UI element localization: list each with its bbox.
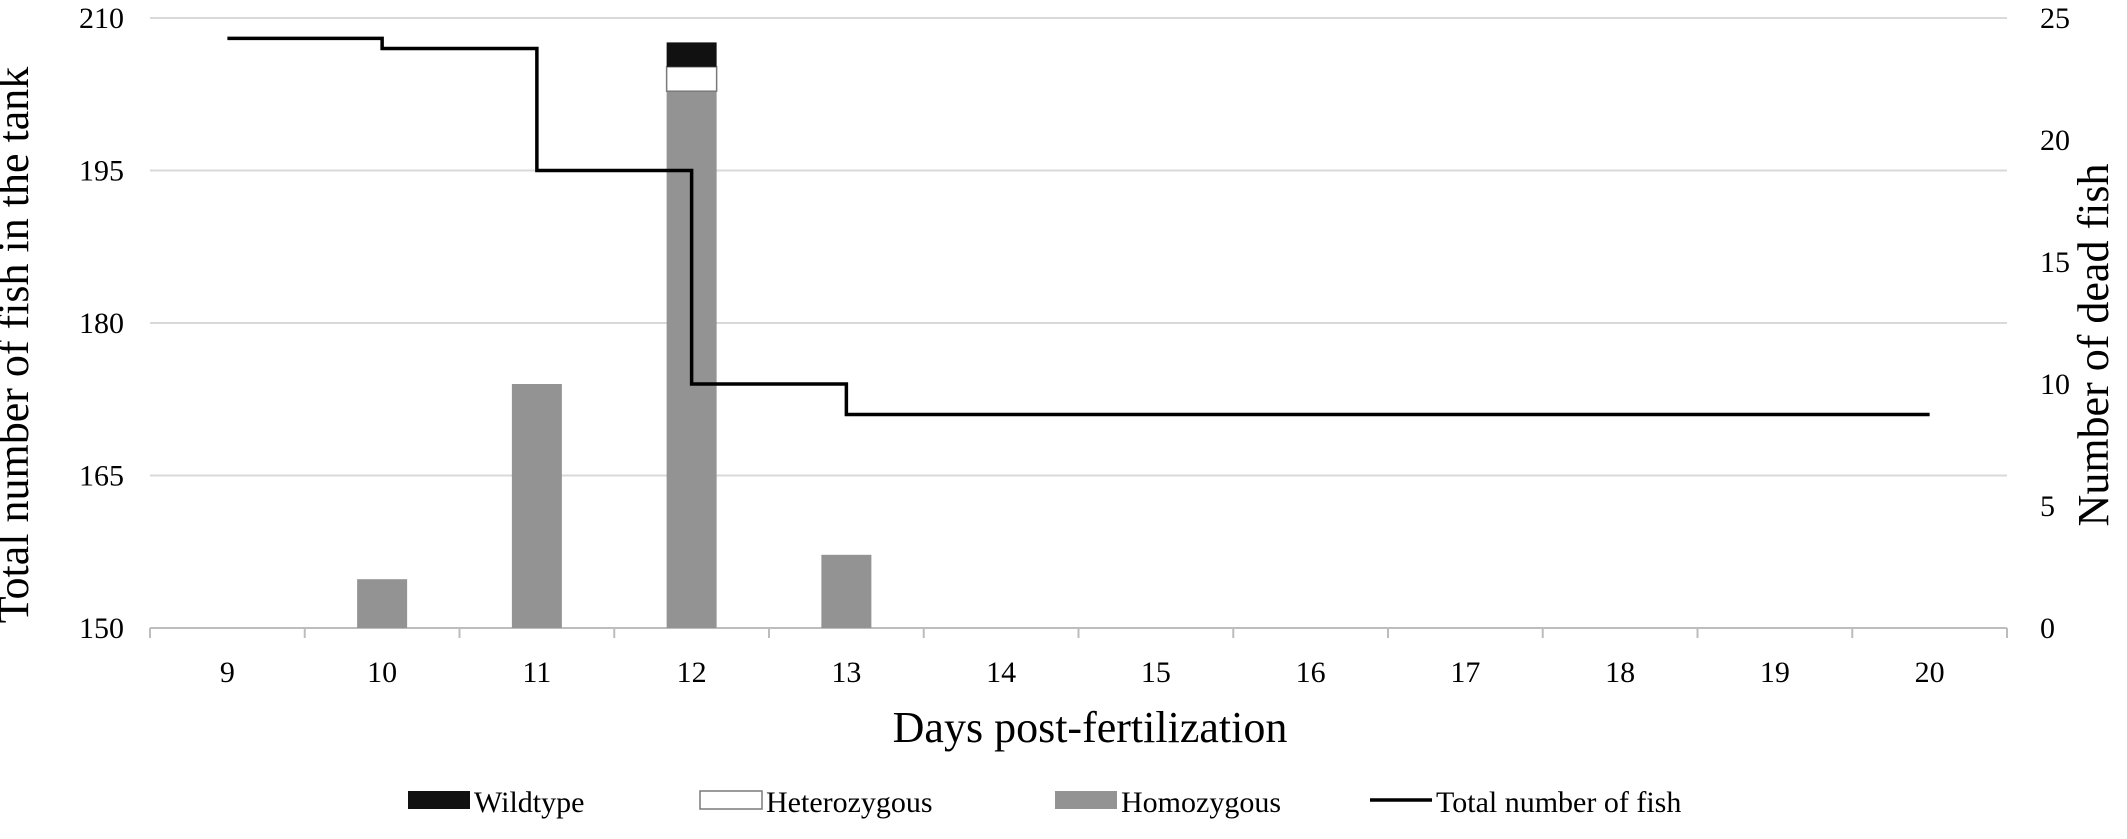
x-tick-label: 10 bbox=[367, 656, 397, 689]
x-tick-label: 15 bbox=[1141, 656, 1171, 689]
x-tick-label: 14 bbox=[986, 656, 1016, 689]
y-axis-left: 150 165 180 195 210 bbox=[79, 2, 124, 645]
y-axis-title-left: Total number of fish in the tank bbox=[0, 67, 38, 624]
bar-homozygous bbox=[357, 579, 408, 628]
legend-swatch-heterozygous bbox=[699, 790, 763, 810]
bar-homozygous bbox=[821, 554, 872, 628]
y-left-tick-label: 195 bbox=[79, 155, 124, 188]
legend-swatch-wildtype bbox=[408, 791, 470, 809]
x-tick-label: 16 bbox=[1296, 656, 1326, 689]
bar-wildtype bbox=[666, 42, 717, 67]
x-tick-label: 18 bbox=[1605, 656, 1635, 689]
legend-label-wildtype: Wildtype bbox=[474, 786, 584, 819]
x-tick-label: 19 bbox=[1760, 656, 1790, 689]
legend-swatch-homozygous bbox=[1055, 791, 1117, 809]
legend: Wildtype Heterozygous Homozygous Total numb… bbox=[408, 786, 1681, 819]
total-fish-line-layer bbox=[227, 36, 1930, 417]
gridlines bbox=[150, 17, 2007, 629]
y-right-tick-label: 0 bbox=[2040, 612, 2055, 645]
y-left-tick-label: 180 bbox=[79, 307, 124, 340]
y-right-tick-label: 5 bbox=[2040, 490, 2055, 523]
x-axis: 9 10 11 12 13 14 15 16 17 18 19 20 bbox=[149, 628, 2008, 689]
y-right-tick-label: 25 bbox=[2040, 2, 2070, 35]
x-tick-label: 12 bbox=[677, 656, 707, 689]
y-axis-right: 0 5 10 15 20 25 bbox=[2040, 2, 2070, 645]
legend-label-heterozygous: Heterozygous bbox=[766, 786, 933, 819]
bar-heterozygous bbox=[665, 66, 718, 92]
x-tick-label: 17 bbox=[1450, 656, 1480, 689]
bars bbox=[357, 42, 872, 628]
y-axis-title-right: Number of dead fish bbox=[2069, 164, 2118, 527]
x-tick-label: 11 bbox=[522, 656, 551, 689]
x-tick-label: 20 bbox=[1915, 656, 1945, 689]
total-fish-step-line bbox=[227, 36, 1930, 417]
x-tick-label: 9 bbox=[220, 656, 235, 689]
y-left-tick-label: 165 bbox=[79, 460, 124, 493]
y-right-tick-label: 20 bbox=[2040, 124, 2070, 157]
legend-label-homozygous: Homozygous bbox=[1121, 786, 1281, 819]
x-axis-title: Days post-fertilization bbox=[893, 703, 1288, 752]
bar-homozygous bbox=[511, 384, 562, 628]
y-right-tick-label: 10 bbox=[2040, 368, 2070, 401]
legend-label-total-number-of-fish: Total number of fish bbox=[1436, 786, 1681, 819]
y-right-tick-label: 15 bbox=[2040, 246, 2070, 279]
y-left-tick-label: 150 bbox=[79, 612, 124, 645]
y-left-tick-label: 210 bbox=[79, 2, 124, 35]
x-tick-label: 13 bbox=[831, 656, 861, 689]
